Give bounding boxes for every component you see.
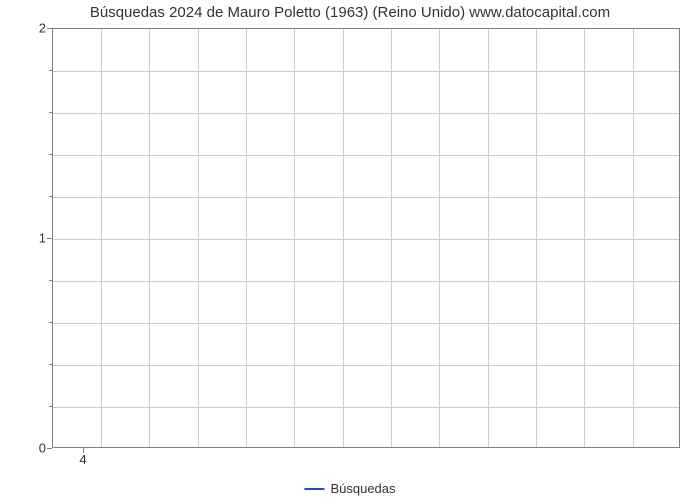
x-tick-mark — [83, 448, 84, 453]
grid-h — [53, 407, 679, 408]
y-tick-mark — [47, 448, 52, 449]
x-tick-0: 4 — [79, 452, 86, 467]
grid-v — [633, 29, 634, 447]
grid-h — [53, 323, 679, 324]
grid-v — [584, 29, 585, 447]
grid-h — [53, 239, 679, 240]
grid-v — [198, 29, 199, 447]
legend-swatch — [304, 488, 324, 490]
grid-v — [536, 29, 537, 447]
y-tick-2: 2 — [39, 21, 46, 36]
grid-v — [343, 29, 344, 447]
grid-v — [246, 29, 247, 447]
grid-v — [488, 29, 489, 447]
grid-h — [53, 155, 679, 156]
grid-h — [53, 113, 679, 114]
grid-v — [391, 29, 392, 447]
grid-v — [101, 29, 102, 447]
grid-v — [439, 29, 440, 447]
line-chart: Búsquedas 2024 de Mauro Poletto (1963) (… — [0, 0, 700, 500]
grid-h — [53, 281, 679, 282]
y-tick-1: 1 — [39, 231, 46, 246]
plot-area — [52, 28, 680, 448]
chart-legend: Búsquedas — [304, 481, 395, 496]
grid-v — [294, 29, 295, 447]
grid-h — [53, 365, 679, 366]
grid-h — [53, 71, 679, 72]
legend-label: Búsquedas — [330, 481, 395, 496]
grid-h — [53, 197, 679, 198]
grid-v — [149, 29, 150, 447]
chart-title: Búsquedas 2024 de Mauro Poletto (1963) (… — [90, 4, 610, 21]
y-tick-0: 0 — [39, 441, 46, 456]
